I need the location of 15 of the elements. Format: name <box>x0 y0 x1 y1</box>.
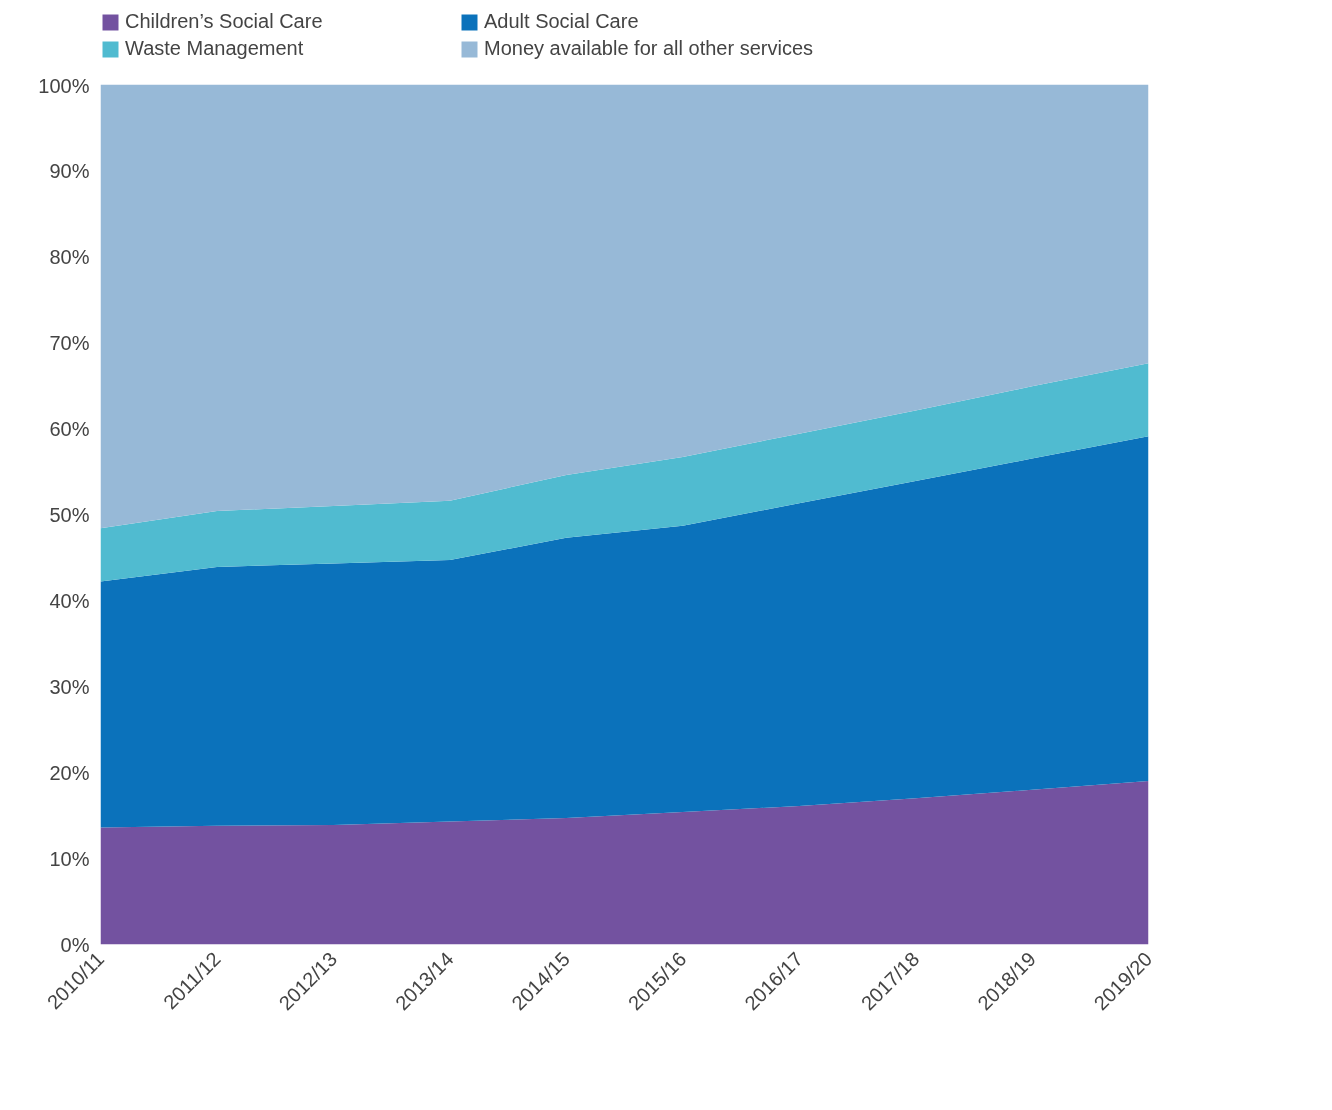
y-tick-label: 70% <box>49 331 90 354</box>
legend-label: Waste Management <box>125 37 305 60</box>
y-tick-label: 90% <box>49 159 90 182</box>
y-tick-label: 20% <box>49 761 90 784</box>
y-tick-label: 60% <box>49 417 90 440</box>
y-tick-label: 0% <box>60 933 90 956</box>
y-tick-label: 80% <box>49 245 90 268</box>
y-tick-label: 100% <box>38 74 90 97</box>
y-tick-label: 40% <box>49 589 90 612</box>
legend-label: Adult Social Care <box>484 10 640 33</box>
legend-label: Money available for all other services <box>484 37 814 60</box>
y-tick-label: 10% <box>49 847 90 870</box>
y-tick-label: 50% <box>49 503 90 526</box>
legend-label: Children’s Social Care <box>125 10 324 33</box>
y-tick-label: 30% <box>49 675 90 698</box>
